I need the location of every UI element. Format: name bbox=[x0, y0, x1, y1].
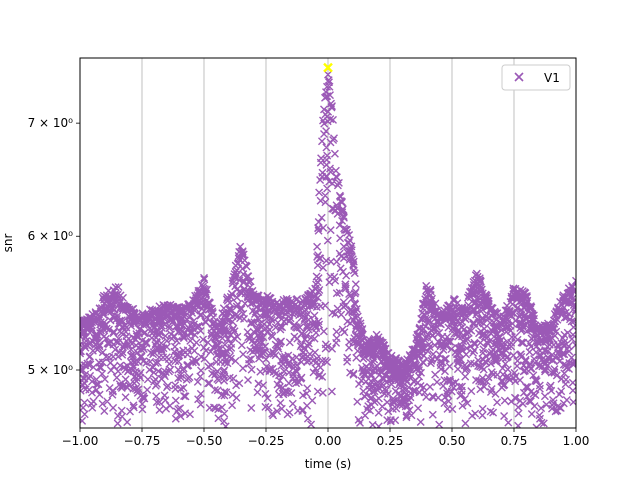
x-tick-label: −0.50 bbox=[186, 434, 223, 448]
legend: V1 bbox=[501, 64, 571, 91]
peak-marker bbox=[323, 62, 333, 73]
y-tick-label: 5 × 10⁰ bbox=[28, 363, 74, 377]
x-tick-label: −0.25 bbox=[248, 434, 285, 448]
y-tick-label: 7 × 10⁰ bbox=[28, 116, 74, 130]
x-tick-label: −0.75 bbox=[124, 434, 161, 448]
peak-point bbox=[323, 62, 333, 73]
y-axis-label: snr bbox=[1, 234, 15, 253]
series-v1-points bbox=[80, 70, 576, 428]
data-points bbox=[80, 70, 576, 428]
legend-frame bbox=[501, 64, 571, 91]
x-tick-label: 0.50 bbox=[439, 434, 466, 448]
legend-marker-icon bbox=[514, 72, 524, 82]
x-tick-label: 0.75 bbox=[501, 434, 528, 448]
legend-marker-v1 bbox=[514, 72, 524, 82]
y-tick-label: 6 × 10⁰ bbox=[28, 229, 74, 243]
x-axis-ticks: −1.00 −0.75 −0.50 −0.25 0.00 0.25 0.50 0.75 1.00 bbox=[62, 428, 590, 448]
x-tick-label: 0.00 bbox=[315, 434, 342, 448]
legend-label-v1: V1 bbox=[544, 71, 560, 85]
x-tick-label: −1.00 bbox=[62, 434, 99, 448]
x-tick-label: 1.00 bbox=[563, 434, 590, 448]
x-axis-label: time (s) bbox=[305, 457, 352, 471]
x-tick-label: 0.25 bbox=[377, 434, 404, 448]
y-axis-ticks: 5 × 10⁰ 6 × 10⁰ 7 × 10⁰ bbox=[28, 116, 80, 377]
